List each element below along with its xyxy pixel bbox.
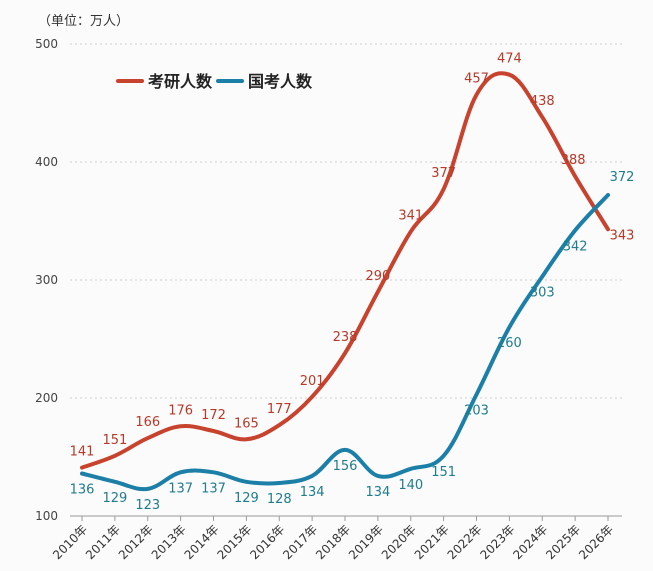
data-label-guokao: 303 [530, 285, 555, 300]
data-label-guokao: 137 [168, 481, 193, 496]
data-label-guokao: 134 [300, 485, 325, 500]
data-label-kaoyan: 165 [234, 416, 259, 431]
x-tick-label: 2016年 [247, 522, 287, 562]
x-tick-label: 2018年 [313, 522, 353, 562]
x-tick-label: 2011年 [83, 522, 123, 562]
x-tick-label: 2021年 [412, 522, 452, 562]
data-label-guokao: 123 [135, 498, 160, 513]
x-tick-label: 2017年 [280, 522, 320, 562]
data-label-guokao: 129 [102, 491, 127, 506]
unit-label: （单位：万人） [38, 14, 130, 29]
x-tick-label: 2012年 [116, 522, 156, 562]
x-tick-label: 2015年 [215, 522, 255, 562]
data-label-kaoyan: 438 [530, 94, 555, 109]
y-tick-label: 100 [35, 509, 58, 523]
data-label-guokao: 372 [610, 170, 635, 185]
data-label-guokao: 203 [464, 403, 489, 418]
data-label-kaoyan: 377 [431, 166, 456, 181]
x-tick-label: 2024年 [510, 522, 550, 562]
y-tick-label: 400 [35, 155, 58, 169]
data-labels: 141 151 166 176 172 165 177 201 238 290 341 377 457 4… [70, 52, 635, 513]
data-label-guokao: 128 [267, 492, 292, 507]
data-label-kaoyan: 341 [398, 209, 423, 224]
data-label-guokao: 137 [201, 481, 226, 496]
data-label-guokao: 140 [398, 478, 423, 493]
legend: 考研人数 国考人数 [116, 72, 313, 91]
data-label-kaoyan: 141 [70, 445, 95, 460]
y-tick-label: 200 [35, 391, 58, 405]
legend-label-guokao: 国考人数 [248, 72, 313, 91]
data-label-kaoyan: 474 [497, 52, 522, 67]
data-label-kaoyan: 151 [102, 433, 127, 448]
x-tick-label: 2013年 [149, 522, 189, 562]
data-label-kaoyan: 388 [561, 153, 586, 168]
data-label-guokao: 134 [365, 485, 390, 500]
x-tick-label: 2010年 [50, 522, 90, 562]
data-label-guokao: 129 [234, 491, 259, 506]
grid-lines [70, 43, 622, 399]
legend-label-kaoyan: 考研人数 [148, 72, 213, 91]
data-label-guokao: 156 [333, 459, 358, 474]
data-label-guokao: 260 [497, 336, 522, 351]
data-label-guokao: 151 [431, 465, 456, 480]
x-tick-label: 2014年 [182, 522, 222, 562]
data-label-guokao: 136 [70, 483, 95, 498]
x-tick-label: 2026年 [576, 522, 616, 562]
data-label-kaoyan: 172 [201, 408, 226, 423]
x-tick-label: 2020年 [379, 522, 419, 562]
series-line-guokao [80, 193, 610, 492]
y-tick-label: 300 [35, 273, 58, 287]
data-label-kaoyan: 290 [365, 269, 390, 284]
x-tick-label: 2019年 [346, 522, 386, 562]
x-tick-label: 2023年 [478, 522, 518, 562]
x-tick-label: 2022年 [445, 522, 485, 562]
y-tick-label: 500 [35, 37, 58, 51]
data-label-guokao: 342 [563, 239, 588, 254]
x-tick-label: 2025年 [543, 522, 583, 562]
data-label-kaoyan: 238 [333, 330, 358, 345]
data-label-kaoyan: 176 [168, 403, 193, 418]
series-lines [80, 71, 610, 492]
data-label-kaoyan: 457 [464, 72, 489, 87]
data-label-kaoyan: 343 [610, 228, 635, 243]
data-label-kaoyan: 166 [135, 415, 160, 430]
data-label-kaoyan: 177 [267, 402, 292, 417]
series-line-kaoyan [80, 71, 610, 470]
data-label-kaoyan: 201 [300, 374, 325, 389]
